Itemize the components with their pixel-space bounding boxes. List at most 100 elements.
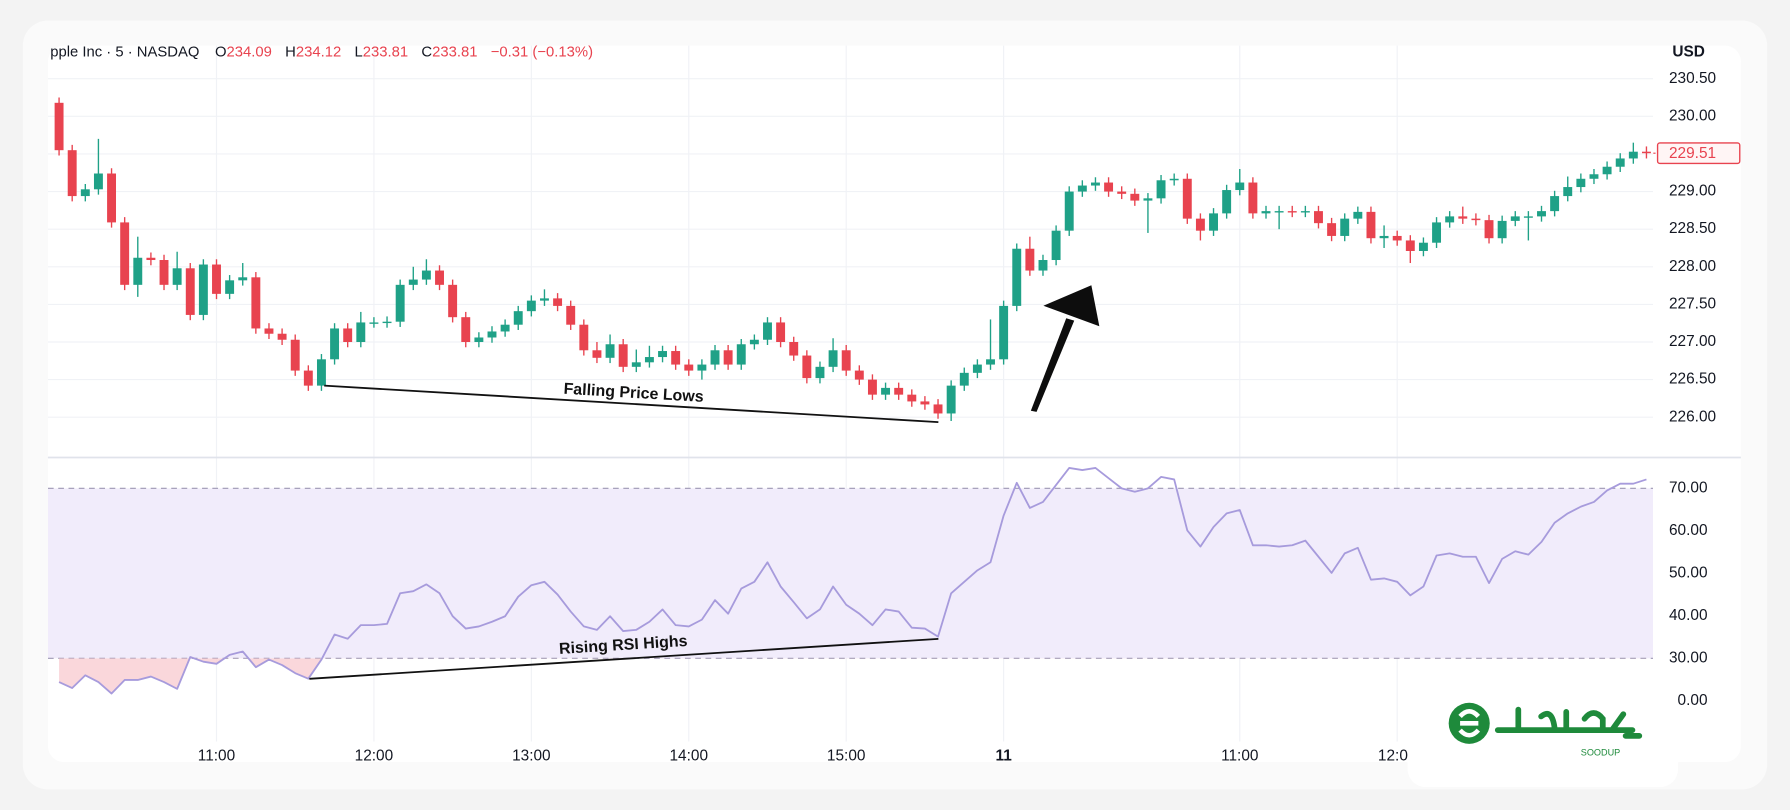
candle-body [1261,211,1271,214]
candle-body [697,364,707,371]
symbol: pple Inc · 5 · NASDAQ [50,44,199,60]
candle-body [1195,218,1205,231]
candle-body [854,370,864,380]
candle-body [500,324,510,332]
candle-body [1287,211,1297,213]
legend-value: 233.81 [363,44,408,60]
candle-body [1235,182,1245,191]
x-tick-label: 12:00 [1378,747,1417,764]
y-tick-label: 60.00 [1669,522,1708,539]
candle-body [80,189,90,197]
last-price-box [1656,142,1741,165]
candle-body [841,350,851,371]
candle-body [67,150,77,197]
candle-body [54,102,64,151]
candle-body [356,322,366,343]
candle-body [579,324,589,351]
annotation-line [309,637,939,680]
last-price-label: 229.51 [1669,145,1716,162]
legend-value: 234.09 [227,44,272,60]
candle-body [710,350,720,365]
candle-body [631,362,641,367]
candle-body [867,379,877,395]
candle-body [316,359,326,386]
candle-body [881,387,891,395]
candle-body [395,284,405,322]
arrow-shaft [1030,318,1075,412]
change: −0.31 (−0.13%) [491,44,593,60]
logo: SOODUP [1407,684,1679,788]
header: pple Inc · 5 · NASDAQ O234.09 H234.12 L2… [50,44,593,60]
candle-body [1497,220,1507,239]
y-tick-label: 228.00 [1669,258,1716,275]
y-tick-label: 230.00 [1669,107,1716,124]
candle-body [1602,166,1612,175]
y-tick-label: 70.00 [1669,479,1708,496]
candle-body [1248,182,1258,214]
candle-body [1274,211,1284,213]
candle-body [212,264,221,294]
axes: 11:00 12:00 13:00 14:00 15:00 11 11:00 12:00 226… [198,70,1741,764]
candle-body [225,280,235,294]
candle-body [999,305,1009,360]
candle-body [1012,248,1022,306]
candle-body [986,359,995,365]
x-tick-label: 12:00 [355,747,394,764]
candle-body [894,387,904,395]
candle-body [1156,180,1166,199]
rsi-band [47,488,1654,659]
candle-body [1458,216,1468,219]
rsi-background [47,487,1654,694]
candle-body [277,333,287,340]
candle-body [644,357,654,363]
candle-body [435,270,444,285]
candle-body [566,305,576,325]
x-tick-label: 13:00 [512,747,551,764]
currency: USD [1672,44,1705,61]
candle-body [1418,242,1428,251]
candle-body [658,351,667,358]
candle-body [382,321,392,324]
candle-body [1445,216,1455,223]
candle-body [238,277,248,281]
candle-body [513,311,523,325]
candle-body [736,344,746,365]
candle-body [776,322,786,343]
x-tick-label: 11:00 [1221,747,1258,764]
candle-body [1209,213,1218,231]
candle-body [343,328,353,343]
candle-body [120,222,130,285]
rsi-line [58,467,1647,695]
candle-body [408,279,418,285]
candle-body [526,300,536,312]
candle-body [1117,191,1127,194]
candle-body [553,298,563,306]
legend-value: 234.12 [296,44,341,60]
candle-body [330,328,340,360]
price-panel [54,97,1651,421]
candle-body [1090,182,1100,186]
candle-body [815,366,825,379]
oversold-area [59,658,1647,694]
candle-body [1077,185,1087,192]
x-tick-label: 11 [995,747,1012,764]
legend-label: L [355,44,363,60]
candle-body [540,298,549,301]
candle-body [172,268,182,285]
legend-label: O [215,44,227,60]
arrow-head [1043,285,1100,327]
candle-body [920,401,930,405]
candle-body [1615,158,1625,167]
candle-body [1064,191,1074,231]
candle-body [251,277,261,329]
y-tick-label: 226.50 [1669,371,1716,388]
candle-body [592,350,602,358]
candle-body [1143,198,1153,201]
candle-body [618,344,628,367]
candle-body [421,270,431,280]
candle-body [1641,151,1651,154]
candle-body [1510,216,1520,221]
x-tick-label: 15:00 [827,747,866,764]
rsi-panel [58,467,1647,695]
